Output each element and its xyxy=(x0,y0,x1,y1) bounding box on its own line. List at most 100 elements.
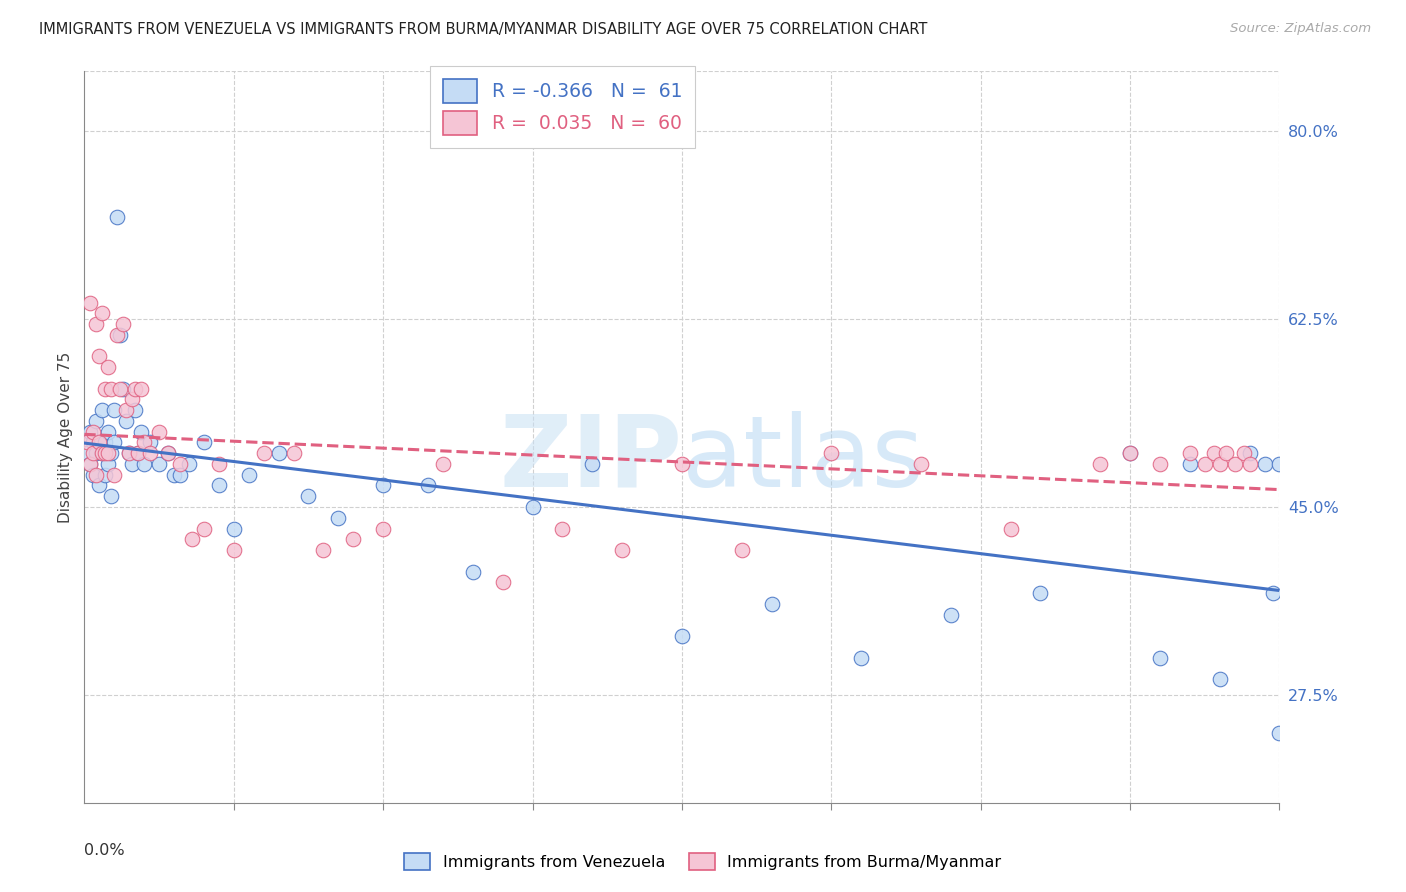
Point xyxy=(82,425,104,439)
Point xyxy=(94,382,117,396)
Point xyxy=(79,457,101,471)
Point xyxy=(148,425,170,439)
Point xyxy=(731,543,754,558)
Point xyxy=(342,533,364,547)
Point xyxy=(1239,457,1261,471)
Point xyxy=(76,435,98,450)
Point xyxy=(851,650,873,665)
Point xyxy=(105,210,128,224)
Point xyxy=(127,446,149,460)
Point xyxy=(157,446,180,460)
Legend: Immigrants from Venezuela, Immigrants from Burma/Myanmar: Immigrants from Venezuela, Immigrants fr… xyxy=(398,847,1008,877)
Point xyxy=(581,457,603,471)
Point xyxy=(127,446,149,460)
Point xyxy=(94,435,117,450)
Point xyxy=(1239,446,1261,460)
Point xyxy=(208,457,231,471)
Point xyxy=(222,543,245,558)
Point xyxy=(238,467,260,482)
Point xyxy=(91,446,114,460)
Point xyxy=(103,467,125,482)
Point xyxy=(139,446,162,460)
Point xyxy=(94,446,117,460)
Point xyxy=(671,629,693,643)
Point xyxy=(97,446,120,460)
Point xyxy=(283,446,305,460)
Point xyxy=(129,382,152,396)
Point xyxy=(1178,457,1201,471)
Point xyxy=(91,446,114,460)
Point xyxy=(97,360,120,375)
Point xyxy=(1149,457,1171,471)
Point xyxy=(1149,650,1171,665)
Point xyxy=(1119,446,1142,460)
Point xyxy=(121,457,143,471)
Point xyxy=(1209,457,1232,471)
Point xyxy=(193,435,215,450)
Point xyxy=(103,435,125,450)
Point xyxy=(115,414,138,428)
Point xyxy=(1223,457,1246,471)
Point xyxy=(671,457,693,471)
Point xyxy=(86,317,108,331)
Point xyxy=(94,467,117,482)
Point xyxy=(1194,457,1216,471)
Point xyxy=(253,446,276,460)
Point xyxy=(148,457,170,471)
Point xyxy=(103,403,125,417)
Point xyxy=(86,467,108,482)
Point xyxy=(373,478,395,492)
Point xyxy=(1268,726,1291,740)
Point xyxy=(169,467,191,482)
Point xyxy=(97,457,120,471)
Point xyxy=(86,414,108,428)
Point xyxy=(208,478,231,492)
Point xyxy=(312,543,335,558)
Point xyxy=(461,565,484,579)
Point xyxy=(157,446,180,460)
Point xyxy=(89,435,111,450)
Point xyxy=(910,457,932,471)
Point xyxy=(82,446,104,460)
Point xyxy=(492,575,515,590)
Point xyxy=(267,446,290,460)
Point xyxy=(416,478,439,492)
Point xyxy=(177,457,200,471)
Point xyxy=(1268,457,1291,471)
Text: atlas: atlas xyxy=(682,410,924,508)
Point xyxy=(522,500,544,514)
Point xyxy=(1202,446,1225,460)
Text: Source: ZipAtlas.com: Source: ZipAtlas.com xyxy=(1230,22,1371,36)
Text: ZIP: ZIP xyxy=(499,410,682,508)
Point xyxy=(97,425,120,439)
Legend: R = -0.366   N =  61, R =  0.035   N =  60: R = -0.366 N = 61, R = 0.035 N = 60 xyxy=(430,66,695,148)
Point xyxy=(820,446,842,460)
Point xyxy=(86,446,108,460)
Point xyxy=(110,327,132,342)
Point xyxy=(132,435,156,450)
Point xyxy=(112,382,135,396)
Point xyxy=(89,435,111,450)
Point xyxy=(118,446,141,460)
Point xyxy=(373,521,395,535)
Point xyxy=(82,435,104,450)
Point xyxy=(139,435,162,450)
Point xyxy=(89,350,111,364)
Point xyxy=(1215,446,1237,460)
Point xyxy=(100,489,122,503)
Point xyxy=(82,467,104,482)
Point xyxy=(222,521,245,535)
Point xyxy=(76,446,98,460)
Point xyxy=(612,543,634,558)
Point xyxy=(297,489,319,503)
Point xyxy=(89,478,111,492)
Point xyxy=(1263,586,1285,600)
Point xyxy=(124,382,146,396)
Point xyxy=(132,457,156,471)
Point xyxy=(129,425,152,439)
Point xyxy=(432,457,454,471)
Point xyxy=(105,327,128,342)
Point xyxy=(1233,446,1256,460)
Point xyxy=(169,457,191,471)
Point xyxy=(110,382,132,396)
